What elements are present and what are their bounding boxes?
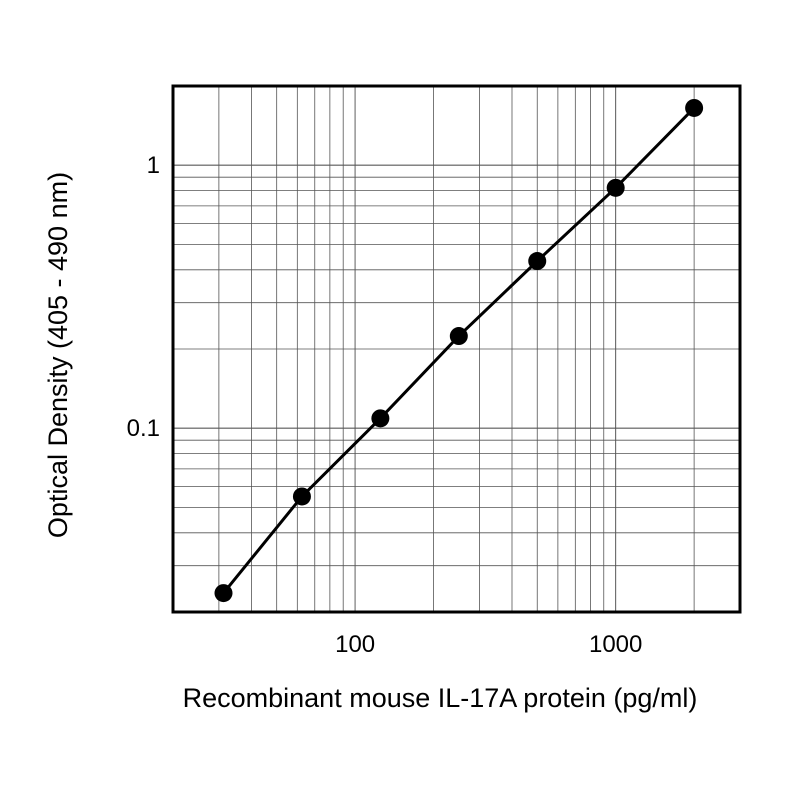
data-point (214, 584, 233, 603)
data-point (292, 487, 311, 506)
data-point (528, 252, 547, 271)
x-tick-label: 1000 (589, 631, 642, 658)
y-axis-label: Optical Density (405 - 490 nm) (43, 172, 73, 538)
y-tick-label: 1 (147, 152, 160, 179)
x-axis-label: Recombinant mouse IL-17A protein (pg/ml) (183, 683, 698, 713)
data-point (685, 98, 704, 117)
data-point (606, 178, 625, 197)
data-line (222, 106, 696, 595)
x-tick-label: 100 (335, 631, 375, 658)
y-tick-label: 0.1 (127, 415, 160, 442)
data-point (449, 327, 468, 346)
data-point (371, 409, 390, 428)
plot-frame (171, 84, 742, 614)
